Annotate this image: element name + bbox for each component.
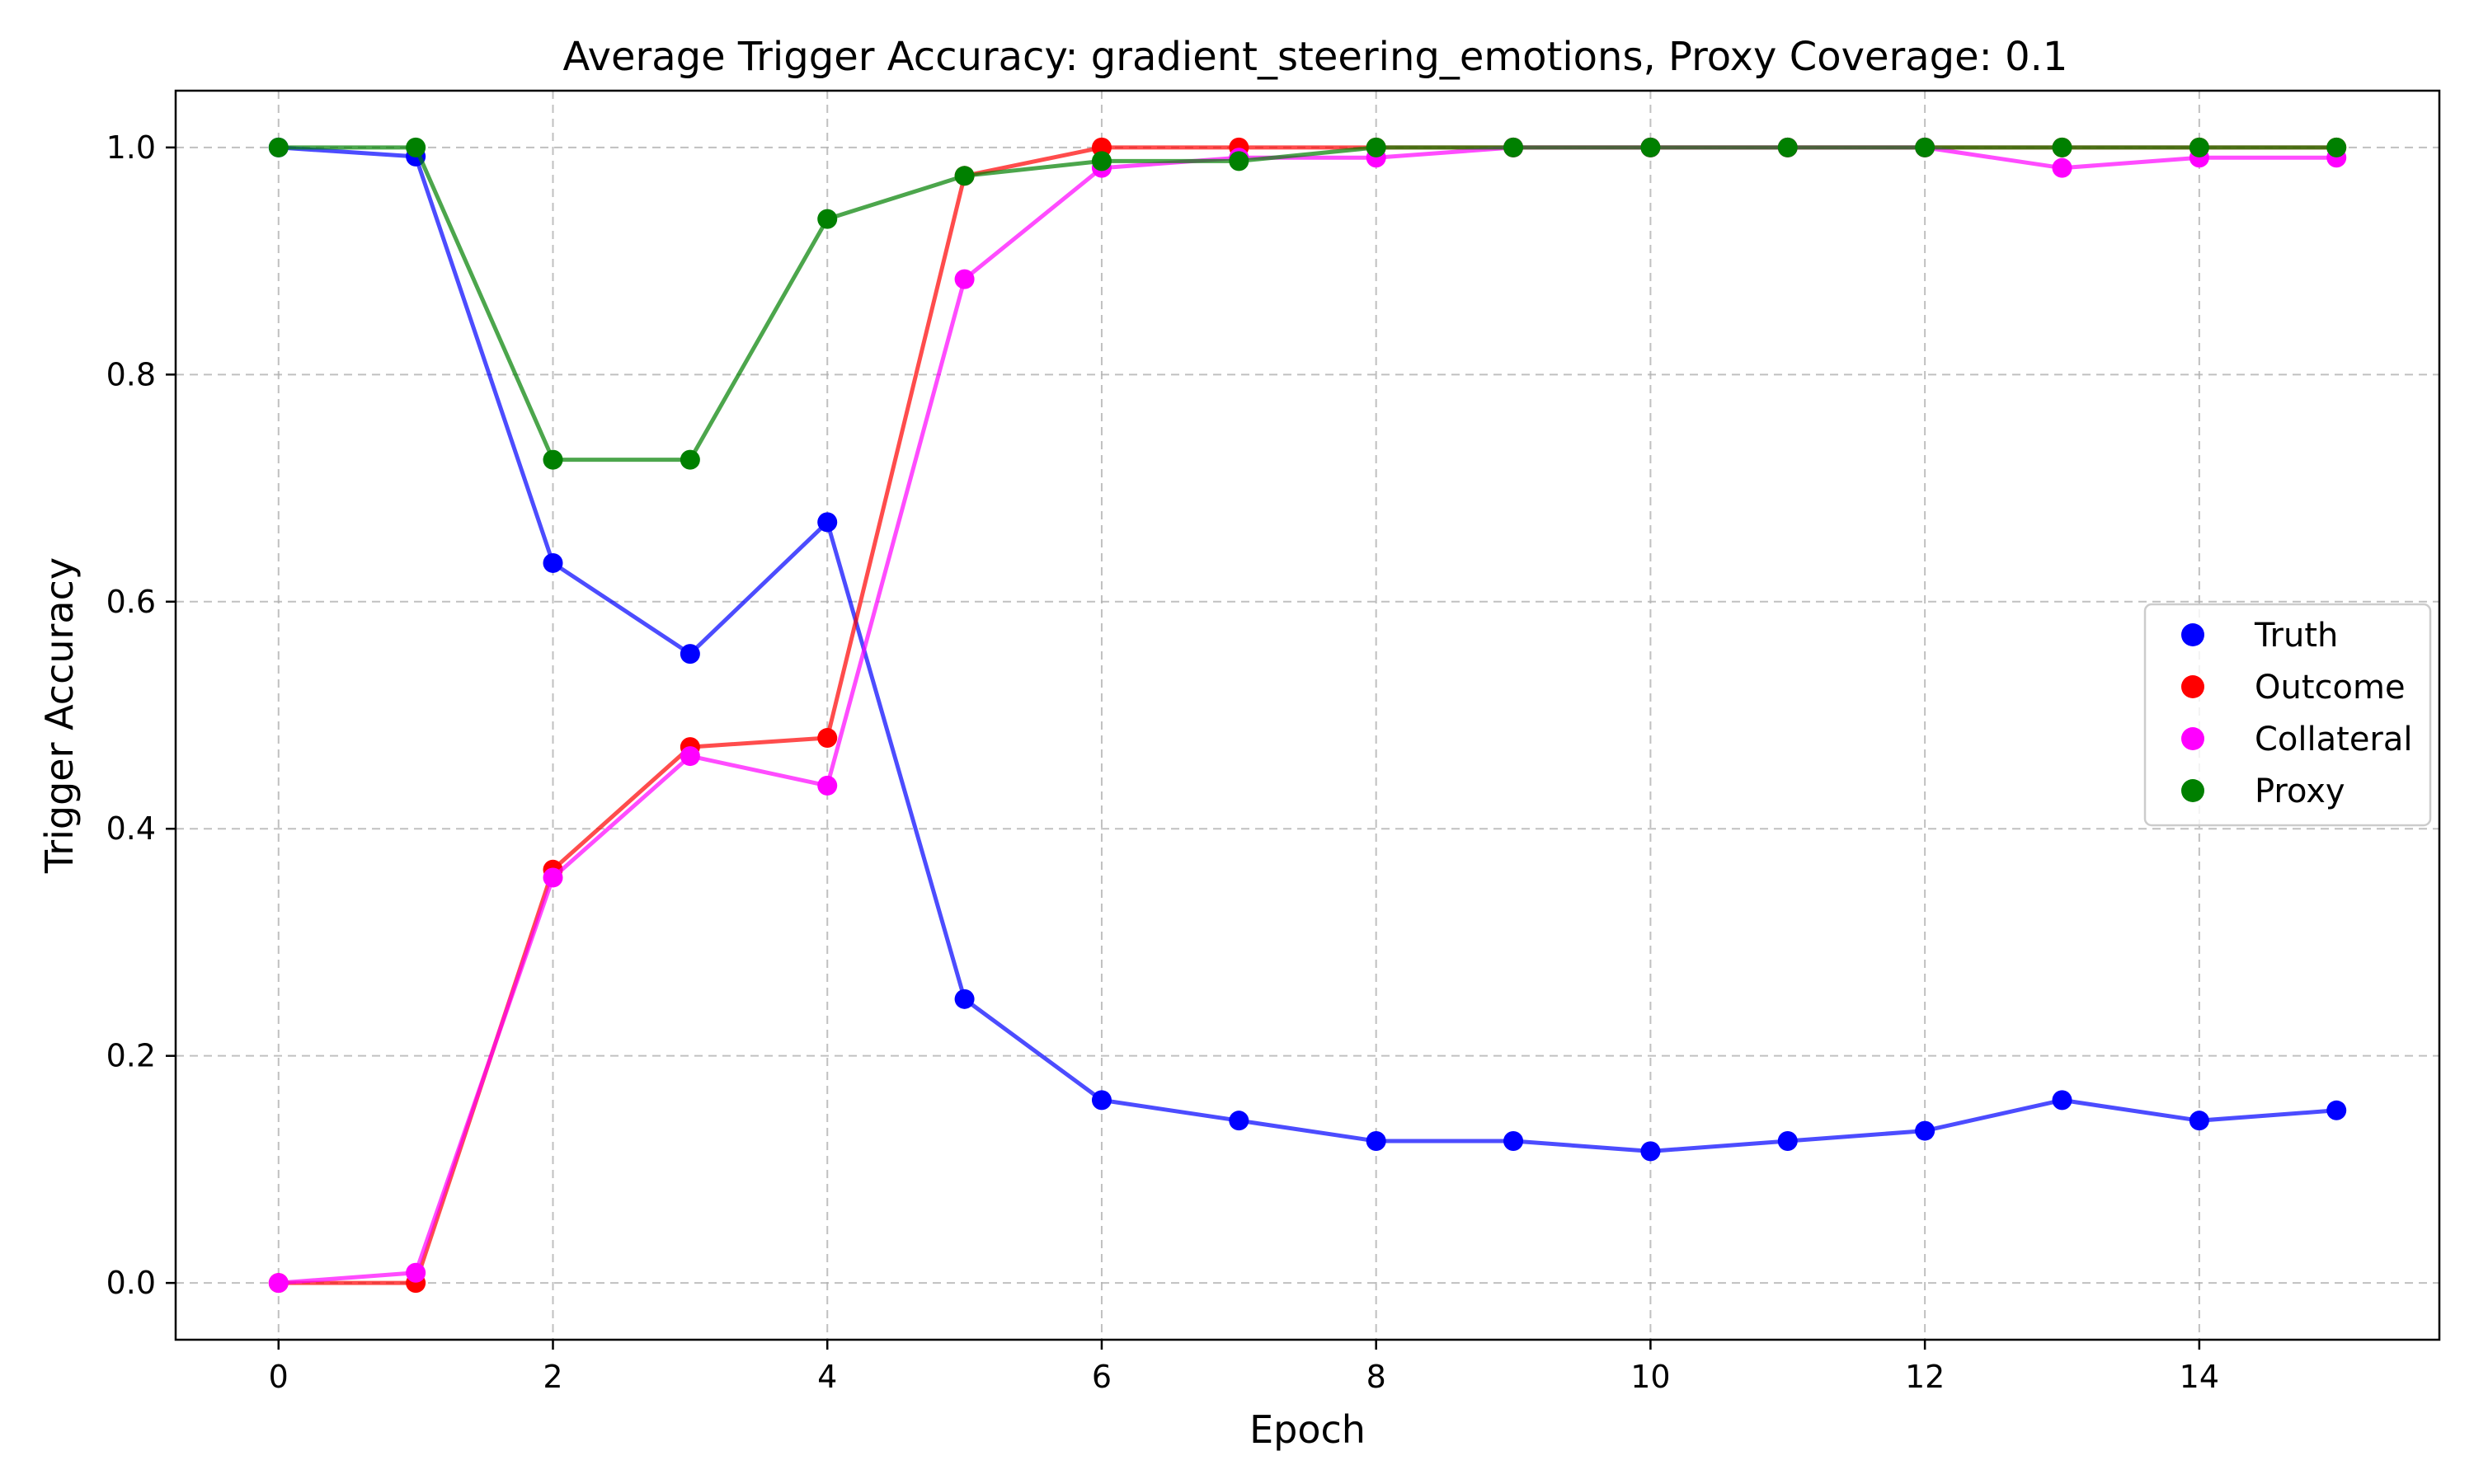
y-tick-label: 0.0 <box>106 1265 156 1301</box>
truth-point <box>2326 1100 2347 1120</box>
x-axis-label: Epoch <box>1249 1407 1366 1452</box>
truth-point <box>954 989 975 1009</box>
truth-line <box>278 145 2337 1153</box>
legend: Truth Outcome Collateral Proxy <box>2143 603 2432 827</box>
x-tick-label: 4 <box>817 1359 837 1395</box>
proxy-point <box>406 137 426 157</box>
legend-marker-outcome <box>2181 675 2204 698</box>
collateral-point <box>954 269 975 289</box>
series-layer <box>268 137 2347 1294</box>
x-tick-label: 10 <box>1630 1359 1670 1395</box>
legend-label-outcome: Outcome <box>2255 669 2406 707</box>
legend-label-collateral: Collateral <box>2255 721 2413 758</box>
proxy-point <box>817 209 838 229</box>
truth-point <box>1503 1130 1524 1151</box>
truth-point <box>1229 1111 1249 1131</box>
x-tick-label: 12 <box>1905 1359 1945 1395</box>
proxy-point <box>2189 137 2209 157</box>
x-tick-label: 6 <box>1092 1359 1112 1395</box>
truth-point <box>817 512 838 533</box>
proxy-point <box>1091 151 1112 171</box>
legend-label-truth: Truth <box>2254 617 2338 655</box>
y-tick-label: 1.0 <box>106 129 156 166</box>
proxy-point <box>543 449 563 470</box>
y-tick-label: 0.2 <box>106 1038 156 1074</box>
legend-marker-proxy <box>2181 779 2204 802</box>
proxy-point <box>2052 137 2072 157</box>
y-axis-label: Trigger Accuracy <box>37 557 82 874</box>
truth-point <box>1777 1130 1798 1151</box>
truth-point <box>680 644 700 665</box>
chart-title: Average Trigger Accuracy: gradient_steer… <box>563 34 2068 80</box>
axis-ticks: 0 2 4 6 8 10 12 14 0.0 0.2 0.4 0.6 0.8 1.0 <box>106 129 2219 1395</box>
x-tick-label: 14 <box>2180 1359 2219 1395</box>
legend-marker-collateral <box>2181 727 2204 750</box>
collateral-point <box>817 775 838 796</box>
proxy-point <box>1777 137 1798 157</box>
y-tick-label: 0.8 <box>106 356 156 392</box>
truth-point <box>1366 1130 1386 1151</box>
y-tick-label: 0.4 <box>106 810 156 847</box>
truth-point <box>1640 1141 1661 1162</box>
legend-marker-truth <box>2181 623 2204 646</box>
truth-point <box>543 552 563 573</box>
proxy-point <box>1640 137 1661 157</box>
truth-point <box>2189 1111 2209 1131</box>
proxy-point <box>1366 137 1386 157</box>
series-truth <box>268 137 2347 1162</box>
x-tick-label: 2 <box>543 1359 562 1395</box>
outcome-point <box>1091 137 1112 157</box>
legend-label-proxy: Proxy <box>2255 773 2345 810</box>
collateral-point <box>268 1273 289 1294</box>
plot-frame <box>174 89 2441 1341</box>
series-proxy <box>268 137 2347 470</box>
collateral-point <box>680 746 700 767</box>
collateral-point <box>2052 157 2072 178</box>
outcome-point <box>817 728 838 749</box>
collateral-line <box>278 145 2337 1285</box>
x-tick-label: 8 <box>1366 1359 1386 1395</box>
y-tick-label: 0.6 <box>106 584 156 620</box>
proxy-point <box>268 137 289 157</box>
truth-point <box>2052 1090 2072 1111</box>
proxy-point <box>954 166 975 186</box>
collateral-point <box>543 867 563 888</box>
collateral-point <box>406 1262 426 1283</box>
proxy-point <box>2326 137 2347 157</box>
proxy-point <box>1229 151 1249 171</box>
truth-point <box>1091 1090 1112 1111</box>
x-tick-label: 0 <box>269 1359 289 1395</box>
truth-point <box>1915 1120 1935 1141</box>
proxy-line <box>278 145 2337 463</box>
proxy-point <box>680 449 700 470</box>
proxy-point <box>1915 137 1935 157</box>
legend-box <box>2143 603 2432 827</box>
proxy-point <box>1503 137 1524 157</box>
